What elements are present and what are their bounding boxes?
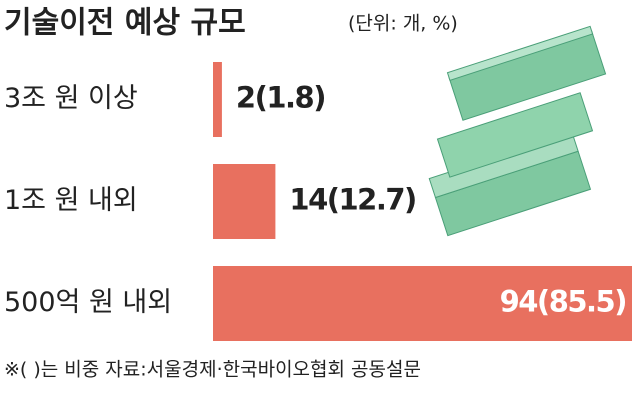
bar: [213, 62, 222, 137]
value-label: 14(12.7): [289, 183, 415, 217]
bar: [213, 266, 632, 341]
money-illustration: [428, 25, 607, 237]
bar: [213, 164, 276, 239]
category-label: 500억 원 내외: [4, 287, 172, 318]
chart-title: 기술이전 예상 규모: [4, 6, 246, 41]
chart-subtitle: (단위: 개, %): [348, 13, 458, 35]
category-label: 1조 원 내외: [4, 185, 138, 216]
value-label: 2(1.8): [236, 81, 325, 115]
category-label: 3조 원 이상: [4, 83, 138, 114]
value-label: 94(85.5): [500, 285, 626, 319]
footnote: ※( )는 비중 자료:서울경제·한국바이오협회 공동설문: [4, 359, 421, 381]
